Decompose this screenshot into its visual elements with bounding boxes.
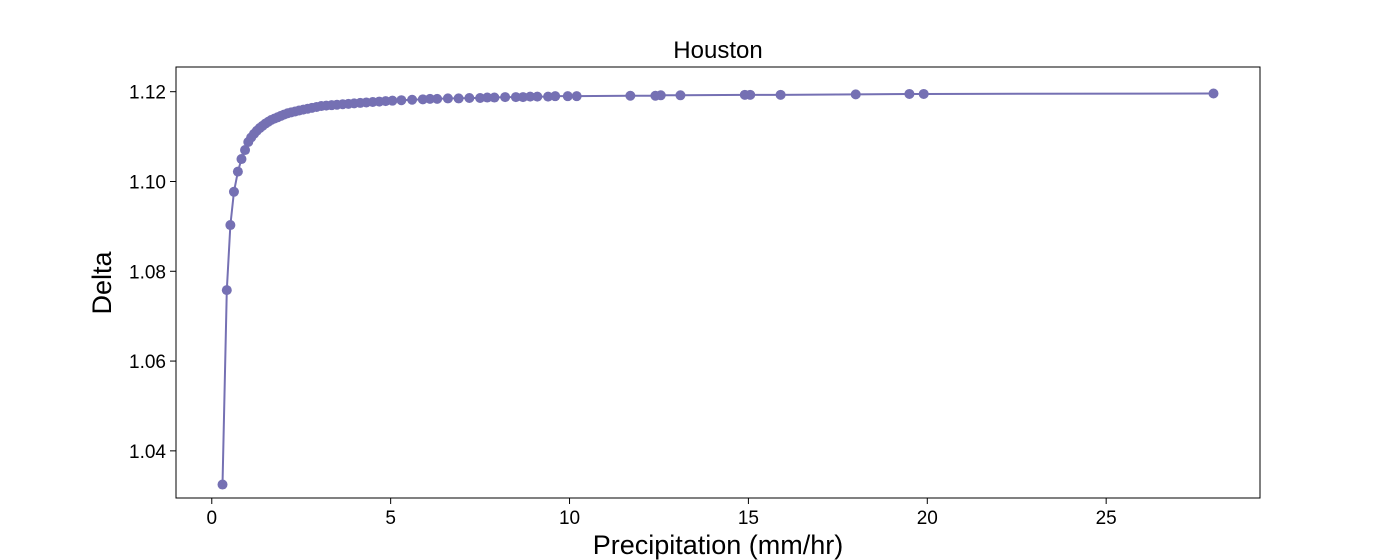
y-axis-ticks: 1.04 1.06 1.08 1.10 1.12 <box>129 83 176 463</box>
y-tick-label: 1.08 <box>129 262 166 283</box>
data-point <box>550 91 561 102</box>
data-point <box>1208 88 1219 99</box>
data-point <box>432 93 443 104</box>
data-point <box>236 154 247 165</box>
data-point <box>225 220 236 231</box>
data-point <box>532 91 543 102</box>
data-point <box>396 95 407 106</box>
data-point <box>850 89 861 100</box>
y-tick-label: 1.12 <box>129 83 166 104</box>
y-tick-label: 1.06 <box>129 352 166 373</box>
data-point <box>510 92 521 103</box>
data-point <box>918 88 929 99</box>
data-point <box>221 285 232 296</box>
data-point <box>425 93 436 104</box>
x-axis-ticks: 0 5 10 15 20 25 <box>206 498 1117 529</box>
data-point <box>904 88 915 99</box>
x-tick-label: 15 <box>738 508 759 529</box>
data-point <box>675 90 686 101</box>
x-axis-label: Precipitation (mm/hr) <box>593 530 844 560</box>
data-point <box>464 92 475 103</box>
data-point <box>775 89 786 100</box>
data-point <box>745 89 756 100</box>
series-line <box>221 92 1214 485</box>
data-point <box>417 94 428 105</box>
data-point <box>543 91 554 102</box>
data-point <box>475 92 486 103</box>
x-tick-label: 5 <box>385 508 396 529</box>
data-point <box>240 145 251 156</box>
y-tick-label: 1.04 <box>129 442 166 463</box>
data-point <box>407 94 418 105</box>
data-point <box>482 92 493 103</box>
x-tick-label: 25 <box>1096 508 1117 529</box>
x-tick-label: 20 <box>917 508 938 529</box>
series-group <box>217 88 1219 490</box>
data-point <box>625 90 636 101</box>
data-point <box>562 91 573 102</box>
data-point <box>518 92 529 103</box>
data-point <box>655 90 666 101</box>
data-point <box>442 93 453 104</box>
data-point <box>571 91 582 102</box>
data-point <box>500 92 511 103</box>
data-point <box>217 479 228 490</box>
chart-title: Houston <box>673 37 762 64</box>
data-point <box>453 93 464 104</box>
y-axis-label: Delta <box>87 251 117 315</box>
x-tick-label: 10 <box>559 508 580 529</box>
data-point <box>489 92 500 103</box>
data-point <box>228 186 239 197</box>
data-point <box>525 91 536 102</box>
data-point <box>387 95 398 106</box>
x-tick-label: 0 <box>206 508 217 529</box>
y-tick-label: 1.10 <box>129 172 166 193</box>
plot-frame <box>175 66 1261 499</box>
data-point <box>232 166 243 177</box>
